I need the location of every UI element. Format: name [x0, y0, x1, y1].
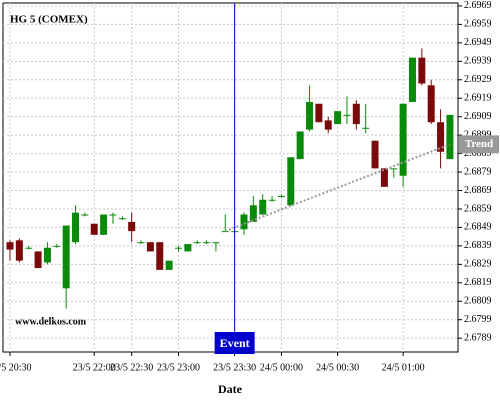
trend-label-box — [459, 135, 499, 154]
candle-body — [306, 101, 314, 130]
candle-body — [362, 127, 370, 129]
candle-body — [43, 247, 51, 263]
y-tick-label: 2.6839 — [464, 240, 492, 251]
y-tick-label: 2.6909 — [464, 111, 492, 122]
candle-body — [72, 212, 80, 243]
y-tick-label: 2.6949 — [464, 37, 492, 48]
candle-body — [174, 247, 182, 249]
candle-body — [212, 242, 220, 244]
y-tick-label: 2.6819 — [464, 277, 492, 288]
candle-body — [399, 103, 407, 176]
x-tick-label: 24/5 00:00 — [260, 362, 303, 373]
x-tick-label: 23/5 23:00 — [157, 362, 200, 373]
y-tick-label: 2.6859 — [464, 203, 492, 214]
chart-title: HG 5 (COMEX) — [10, 14, 88, 26]
candle-body — [240, 214, 248, 230]
candle-body — [427, 85, 435, 123]
y-tick-label: 2.6959 — [464, 19, 492, 30]
candle-body — [184, 244, 192, 252]
event-label: Event — [220, 336, 250, 350]
candle-body — [34, 251, 42, 269]
y-tick-label: 2.6849 — [464, 222, 492, 233]
candle-body — [371, 140, 379, 169]
candle-body — [137, 242, 145, 244]
candle-body — [249, 205, 257, 222]
y-tick-label: 2.6789 — [464, 332, 492, 343]
candle-body — [100, 214, 108, 235]
candle-body — [296, 131, 304, 160]
candle-body — [146, 242, 154, 252]
y-tick-label: 2.6969 — [464, 0, 492, 11]
y-tick-label: 2.6809 — [464, 296, 492, 307]
candle-body — [156, 242, 164, 270]
trend-label: Trend — [465, 138, 493, 150]
candle-body — [343, 114, 351, 116]
trend-line — [224, 143, 451, 233]
candle-body — [109, 214, 117, 216]
candle-body — [165, 260, 173, 270]
candle-body — [118, 218, 126, 220]
candle-body — [418, 57, 426, 84]
candle-body — [437, 122, 445, 152]
candle-body — [315, 103, 323, 123]
candle-body — [446, 114, 454, 160]
y-tick-label: 2.6919 — [464, 93, 492, 104]
candle-body — [128, 221, 136, 232]
plot-area — [2, 2, 459, 353]
x-axis-title: Date — [218, 382, 243, 396]
y-tick-label: 2.6939 — [464, 56, 492, 67]
candle-body — [15, 240, 23, 261]
event-label-box — [214, 332, 255, 354]
candle-body — [380, 168, 388, 187]
watermark: www.delkos.com — [15, 316, 87, 327]
candle-body — [53, 245, 61, 247]
y-tick-label: 2.6879 — [464, 166, 492, 177]
x-tick-label: 24/5 00:30 — [316, 362, 359, 373]
candle-body — [203, 242, 211, 244]
candle-body — [90, 223, 98, 235]
x-tick-label: 24/5 01:00 — [382, 362, 425, 373]
candle-body — [277, 196, 285, 198]
y-tick-label: 2.6929 — [464, 74, 492, 85]
y-tick-label: 2.6899 — [464, 129, 492, 140]
y-tick-label: 2.6869 — [464, 185, 492, 196]
candle-body — [287, 157, 295, 206]
candle-body — [193, 242, 201, 244]
candle-body — [334, 111, 342, 125]
candle-body — [352, 103, 360, 125]
candle-body — [259, 199, 267, 215]
candle-body — [81, 214, 89, 216]
x-tick-label: 23/5 20:30 — [0, 362, 32, 373]
x-tick-label: 23/5 23:30 — [213, 362, 256, 373]
y-tick-label: 2.6829 — [464, 259, 492, 270]
candle-body — [221, 231, 229, 233]
candle-body — [62, 225, 70, 289]
candle-body — [390, 168, 398, 170]
y-tick-label: 2.6889 — [464, 148, 492, 159]
candle-body — [6, 242, 14, 250]
candle-body — [268, 199, 276, 201]
y-tick-label: 2.6799 — [464, 314, 492, 325]
candle-body — [25, 247, 33, 249]
candle-body — [324, 120, 332, 130]
candle-body — [408, 57, 416, 102]
x-tick-label: 23/5 22:30 — [110, 362, 153, 373]
x-tick-label: 23/5 22:00 — [73, 362, 116, 373]
